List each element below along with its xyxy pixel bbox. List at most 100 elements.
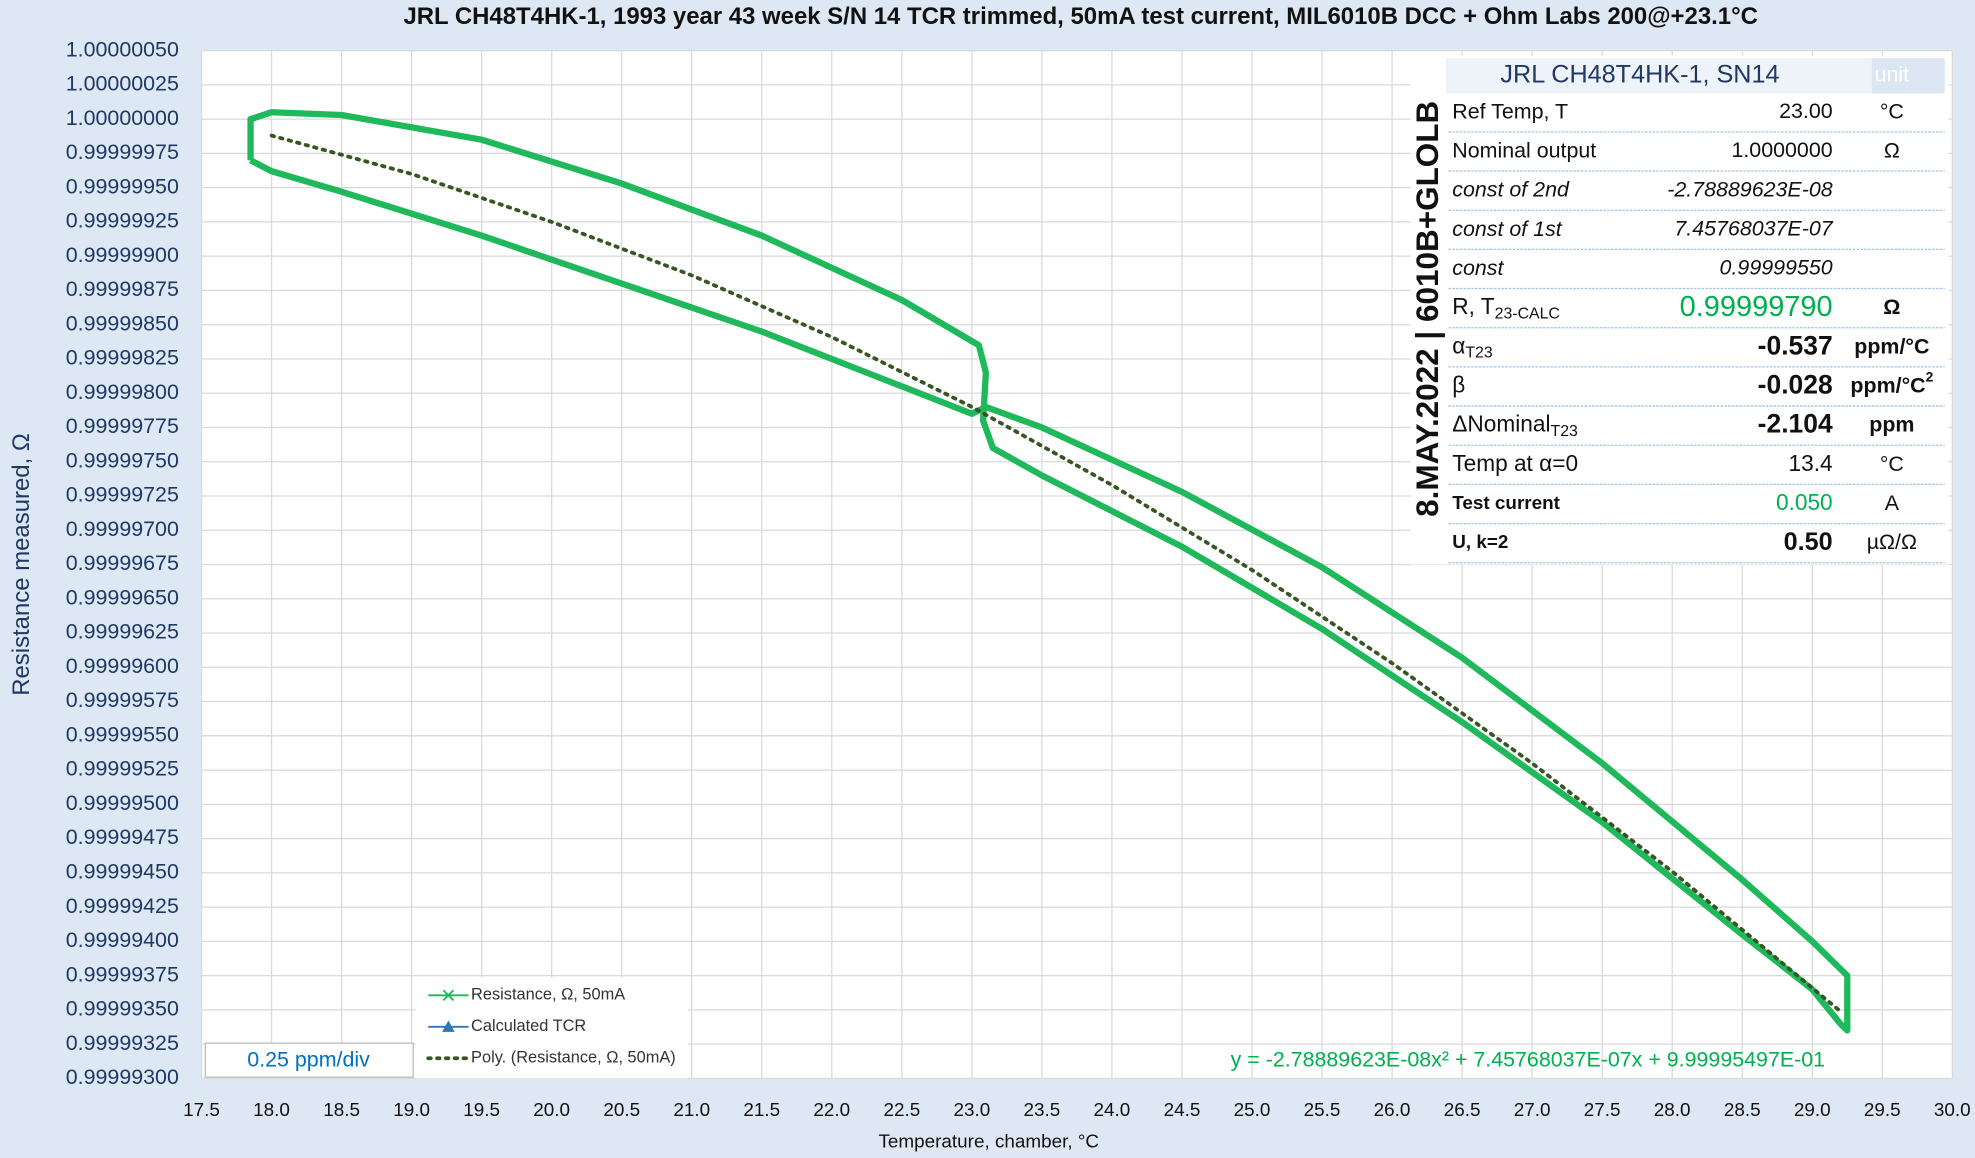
table-value: 1.0000000	[1731, 138, 1832, 162]
label-text: const	[1452, 256, 1504, 280]
table-unit: ppm/°C2	[1850, 368, 1933, 397]
x-tick-label: 23.0	[954, 1100, 991, 1121]
table-label: β	[1452, 372, 1465, 398]
table-label: Temp at α=0	[1452, 450, 1578, 476]
x-tick-label: 22.5	[883, 1100, 920, 1121]
x-tick-label: 28.0	[1654, 1100, 1691, 1121]
table-value: -2.104	[1758, 409, 1833, 439]
x-tick-label: 24.0	[1094, 1100, 1131, 1121]
x-tick-label: 19.5	[463, 1100, 500, 1121]
y-tick-label: 0.99999375	[66, 962, 179, 986]
y-tick-label: 0.99999300	[66, 1065, 179, 1089]
scale-note: 0.25 ppm/div	[247, 1047, 370, 1071]
label-text: const of 2nd	[1452, 177, 1570, 201]
table-label: Test current	[1452, 493, 1560, 514]
series-line	[247, 109, 1851, 1034]
table-value: 0.99999790	[1680, 291, 1833, 323]
table-title-bg	[1445, 58, 1872, 94]
y-tick-label: 0.99999750	[66, 448, 179, 472]
label-sub: T23	[1465, 345, 1493, 362]
y-tick-label: 0.99999900	[66, 243, 179, 267]
y-tick-label: 0.99999875	[66, 277, 179, 301]
side-label: 8.MAY.2022 | 6010B+GLOLB	[1410, 101, 1445, 517]
table-label: U, k=2	[1452, 532, 1508, 553]
y-tick-label: 0.99999700	[66, 517, 179, 541]
table-unit: Ω	[1884, 138, 1900, 162]
legend-label: Resistance, Ω, 50mA	[471, 986, 625, 1004]
x-tick-label: 30.0	[1934, 1100, 1971, 1121]
table-label: const of 1st	[1452, 217, 1563, 241]
x-tick-label: 23.5	[1024, 1100, 1061, 1121]
y-tick-label: 0.99999500	[66, 791, 179, 815]
x-tick-label: 20.5	[603, 1100, 640, 1121]
table-unit: °C	[1880, 99, 1904, 123]
y-tick-label: 0.99999525	[66, 757, 179, 781]
x-tick-label: 17.5	[183, 1100, 220, 1121]
table-unit: °C	[1880, 452, 1904, 476]
y-tick-label: 1.00000025	[66, 72, 179, 96]
label-text: U, k=2	[1452, 532, 1508, 553]
y-axis-label: Resistance measured, Ω	[8, 433, 35, 696]
y-tick-label: 0.99999950	[66, 174, 179, 198]
table-label: Ref Temp, T	[1452, 99, 1568, 123]
unit-text: °C	[1880, 99, 1904, 123]
y-tick-label: 1.00000050	[66, 37, 179, 61]
unit-header: unit	[1875, 62, 1910, 86]
x-tick-label: 29.5	[1864, 1100, 1901, 1121]
table-unit: ppm	[1869, 412, 1914, 436]
x-tick-label: 19.0	[393, 1100, 430, 1121]
label-text: Nominal output	[1452, 138, 1596, 162]
y-tick-label: 0.99999575	[66, 688, 179, 712]
x-tick-label: 27.0	[1514, 1100, 1551, 1121]
x-tick-label: 26.0	[1374, 1100, 1411, 1121]
label-text: R, T	[1452, 293, 1495, 319]
label-text: Test current	[1452, 493, 1560, 514]
table-unit: A	[1885, 491, 1900, 515]
unit-text: ppm/°C	[1854, 334, 1929, 358]
table-label: const of 2nd	[1452, 177, 1570, 201]
label-text: Temp at α=0	[1452, 450, 1578, 476]
table-label: ΔNominalT23	[1452, 411, 1578, 441]
y-tick-label: 0.99999475	[66, 825, 179, 849]
table-value: 0.50	[1784, 528, 1833, 556]
x-tick-label: 29.0	[1794, 1100, 1831, 1121]
x-tick-label: 27.5	[1584, 1100, 1621, 1121]
y-tick-label: 0.99999725	[66, 483, 179, 507]
x-tick-label: 25.0	[1234, 1100, 1271, 1121]
table-label: R, T23-CALC	[1452, 293, 1560, 323]
x-tick-label: 25.5	[1304, 1100, 1341, 1121]
y-tick-label: 0.99999400	[66, 928, 179, 952]
table-box	[1410, 55, 1949, 565]
marks	[247, 109, 1851, 1034]
label-text: Ref Temp, T	[1452, 99, 1568, 123]
unit-text: °C	[1880, 452, 1904, 476]
label-text: const of 1st	[1452, 217, 1563, 241]
label-sub: 23-CALC	[1495, 306, 1560, 323]
table-label: const	[1452, 256, 1504, 280]
chart-title: JRL CH48T4HK-1, 1993 year 43 week S/N 14…	[403, 3, 1757, 30]
table-title: JRL CH48T4HK-1, SN14	[1500, 60, 1779, 88]
y-tick-label: 1.00000000	[66, 106, 179, 130]
unit-text: ppm/°C	[1850, 373, 1925, 397]
x-tick-label: 20.0	[533, 1100, 570, 1121]
unit-text: Ω	[1884, 138, 1900, 162]
label-text: α	[1452, 332, 1465, 358]
y-tick-label: 0.99999675	[66, 551, 179, 575]
y-tick-label: 0.99999625	[66, 620, 179, 644]
unit-text: ppm	[1869, 412, 1914, 436]
table-value: -2.78889623E-08	[1667, 177, 1833, 201]
equation: y = -2.78889623E-08x² + 7.45768037E-07x …	[1231, 1047, 1825, 1071]
x-tick-label: 21.0	[673, 1100, 710, 1121]
table-value: 13.4	[1789, 450, 1833, 476]
x-axis-label: Temperature, chamber, °C	[879, 1132, 1100, 1153]
unit-text: Ω	[1883, 295, 1900, 319]
unit-sup: 2	[1926, 368, 1934, 384]
y-tick-label: 0.99999825	[66, 346, 179, 370]
unit-text: A	[1885, 491, 1900, 515]
y-tick-label: 0.99999425	[66, 894, 179, 918]
table-value: 0.050	[1776, 489, 1833, 515]
overlay: JRL CH48T4HK-1, 1993 year 43 week S/N 14…	[8, 3, 1971, 1152]
y-tick-label: 0.99999850	[66, 311, 179, 335]
